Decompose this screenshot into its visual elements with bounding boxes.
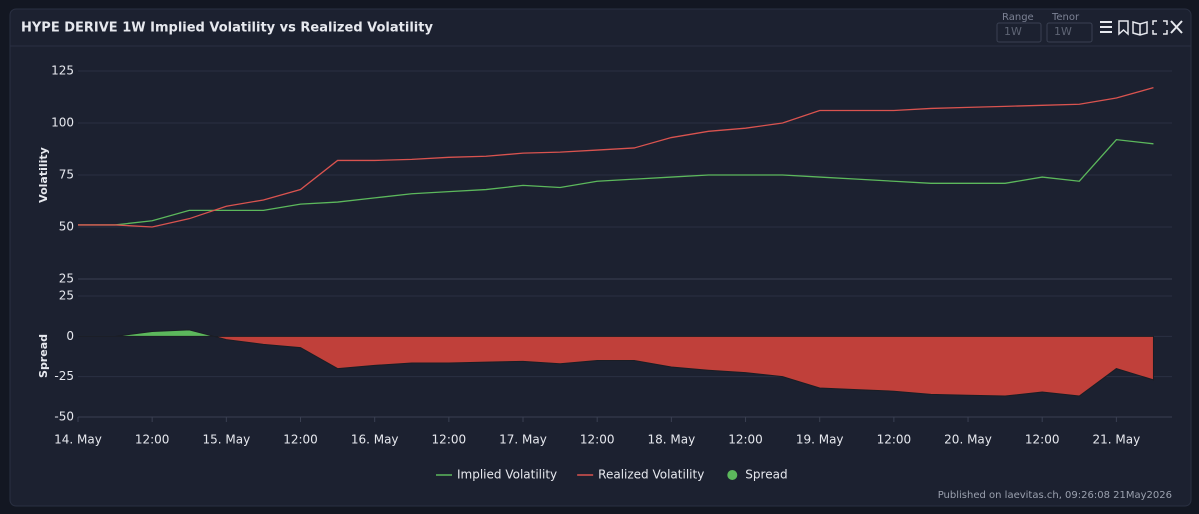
x-tick-label: 20. May bbox=[944, 433, 992, 447]
menu-icon[interactable] bbox=[1100, 21, 1112, 33]
x-tick-label: 15. May bbox=[202, 433, 250, 447]
control-label: Range bbox=[1002, 12, 1034, 23]
control-value: 1W bbox=[1004, 25, 1022, 38]
close-icon[interactable] bbox=[1170, 20, 1183, 34]
y-tick-label: 75 bbox=[59, 168, 74, 182]
x-tick-label: 12:00 bbox=[728, 433, 763, 447]
tenor-control[interactable]: Tenor 1W bbox=[1046, 12, 1093, 43]
footer: Published on laevitas.ch, 09:26:08 21May… bbox=[938, 490, 1172, 501]
line-series bbox=[78, 138, 1154, 226]
x-tick-label: 18. May bbox=[647, 433, 695, 447]
x-tick-label: 12:00 bbox=[580, 433, 615, 447]
bookmark-icon[interactable] bbox=[1118, 20, 1129, 36]
x-tick-label: 17. May bbox=[499, 433, 547, 447]
y-tick-label: 125 bbox=[51, 64, 74, 78]
x-tick-label: 16. May bbox=[351, 433, 399, 447]
chart-title: HYPE DERIVE 1W Implied Volatility vs Rea… bbox=[21, 21, 433, 36]
y-tick-label: 25 bbox=[59, 289, 74, 303]
y-tick-label: 25 bbox=[59, 272, 74, 286]
legend-label: Implied Volatility bbox=[457, 468, 557, 482]
legend-swatch bbox=[727, 470, 738, 480]
book-icon[interactable] bbox=[1132, 21, 1148, 36]
x-tick-label: 19. May bbox=[796, 433, 844, 447]
control-label: Tenor bbox=[1051, 12, 1080, 23]
y-axis-title: Volatility bbox=[37, 147, 50, 203]
select-box[interactable] bbox=[996, 22, 1042, 43]
x-tick-label: 14. May bbox=[54, 433, 102, 447]
x-tick-label: 12:00 bbox=[135, 433, 170, 447]
card bbox=[9, 8, 1192, 507]
range-control[interactable]: Range 1W bbox=[996, 12, 1042, 43]
y-tick-label: -25 bbox=[54, 369, 74, 383]
legend-label: Spread bbox=[745, 468, 787, 482]
legend: Implied Volatility Realized Volatility Spr… bbox=[436, 468, 788, 482]
y-axis-title: Spread bbox=[37, 334, 50, 378]
x-tick-label: 12:00 bbox=[1025, 433, 1060, 447]
select-box[interactable] bbox=[1046, 22, 1093, 43]
x-tick-label: 21. May bbox=[1093, 433, 1141, 447]
legend-label: Realized Volatility bbox=[598, 468, 704, 482]
x-tick-label: 12:00 bbox=[877, 433, 912, 447]
y-tick-label: -50 bbox=[54, 410, 74, 424]
y-tick-label: 100 bbox=[51, 116, 74, 130]
y-tick-label: 50 bbox=[59, 220, 74, 234]
line-series bbox=[78, 87, 1154, 228]
y-tick-label: 0 bbox=[66, 329, 74, 343]
fullscreen-icon[interactable] bbox=[1152, 20, 1168, 35]
x-tick-label: 12:00 bbox=[283, 433, 318, 447]
x-tick-label: 12:00 bbox=[432, 433, 467, 447]
area-series bbox=[78, 329, 1154, 397]
control-value: 1W bbox=[1054, 25, 1072, 38]
